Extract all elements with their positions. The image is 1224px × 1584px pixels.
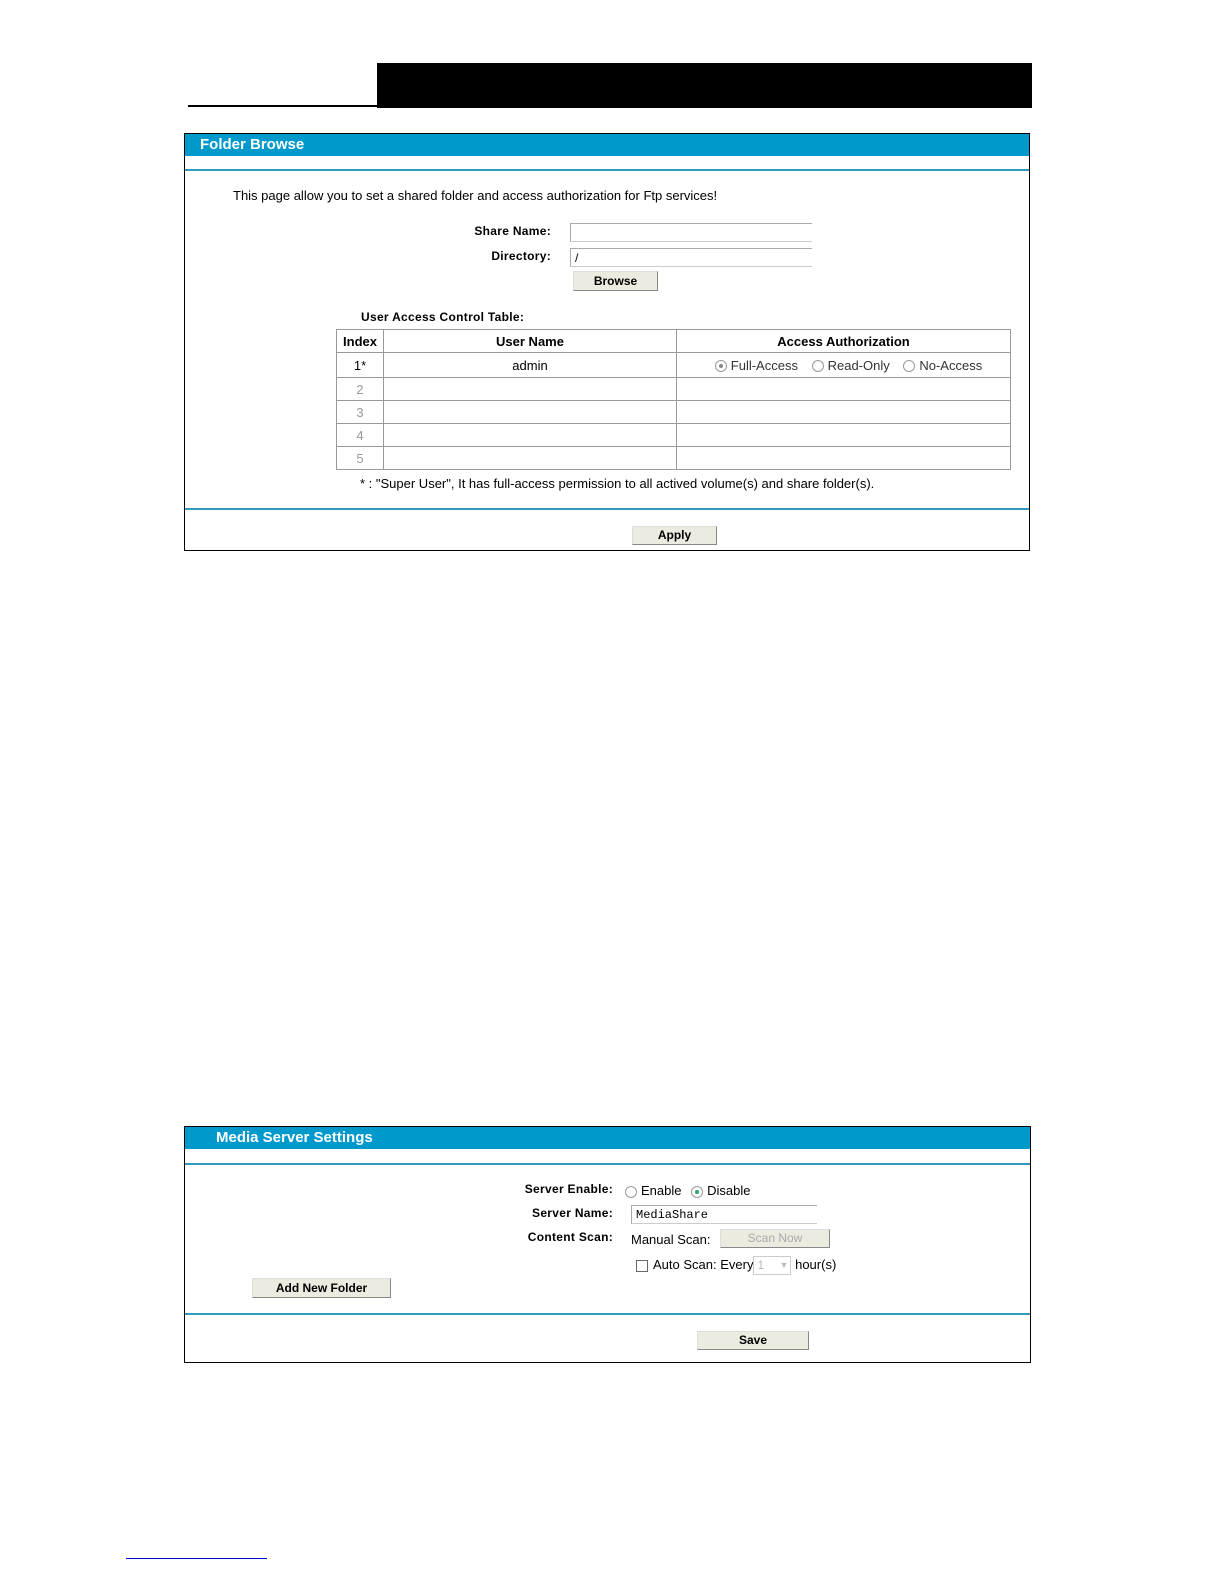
- row-index: 2: [336, 377, 384, 401]
- row-access: [676, 377, 1011, 401]
- server-name-input[interactable]: MediaShare: [631, 1205, 817, 1224]
- enable-radio[interactable]: [625, 1185, 637, 1198]
- table-row: 2: [336, 377, 1011, 401]
- chevron-down-icon: ▼: [779, 1260, 789, 1270]
- divider: [185, 169, 1029, 171]
- table-title: User Access Control Table:: [361, 310, 525, 324]
- row-user: [383, 446, 677, 470]
- scan-now-button[interactable]: Scan Now: [720, 1229, 830, 1248]
- content-scan-label: Content Scan:: [527, 1230, 613, 1244]
- column-header: User Name: [383, 329, 677, 353]
- every-label: Every: [720, 1256, 754, 1272]
- row-user: admin: [383, 352, 677, 378]
- hours-label: hour(s): [795, 1256, 837, 1272]
- panel-title: Media Server Settings: [185, 1127, 1030, 1149]
- full-access-label: Full-Access: [730, 357, 798, 373]
- server-enable-label: Server Enable:: [524, 1182, 613, 1196]
- table-header-row: Index User Name Access Authorization: [336, 329, 1011, 353]
- disable-radio[interactable]: [691, 1185, 704, 1198]
- read-only-radio[interactable]: [811, 360, 824, 373]
- auto-scan-checkbox[interactable]: [636, 1259, 648, 1272]
- server-enable-radio-group: Enable Disable: [625, 1183, 750, 1198]
- header-black-bar: [377, 63, 1032, 108]
- column-header: Index: [336, 329, 384, 353]
- divider: [185, 508, 1029, 510]
- table-row: 1* admin Full-Access Read-Only No-Access: [336, 352, 1011, 378]
- divider: [185, 1313, 1030, 1315]
- panel-title: Folder Browse: [185, 134, 1029, 156]
- interval-value: 1: [757, 1258, 765, 1272]
- header-rule: [188, 105, 378, 107]
- row-user: [383, 400, 677, 424]
- disable-label: Disable: [707, 1183, 751, 1198]
- no-access-label: No-Access: [919, 357, 983, 373]
- row-index: 5: [336, 446, 384, 470]
- row-index: 3: [336, 400, 384, 424]
- panel-title-text: Folder Browse: [200, 136, 305, 153]
- share-name-input[interactable]: [570, 223, 812, 242]
- apply-button[interactable]: Apply: [632, 526, 717, 545]
- row-user: [383, 423, 677, 447]
- user-access-table: Index User Name Access Authorization 1* …: [336, 329, 1011, 470]
- table-row: 4: [336, 423, 1011, 447]
- directory-label: Directory:: [491, 249, 551, 263]
- column-header: Access Authorization: [676, 329, 1011, 353]
- row-access: [676, 423, 1011, 447]
- media-server-panel: Media Server Settings Server Enable: Ena…: [184, 1126, 1031, 1363]
- read-only-label: Read-Only: [827, 357, 890, 373]
- server-name-label: Server Name:: [532, 1206, 613, 1220]
- add-new-folder-button[interactable]: Add New Folder: [252, 1278, 391, 1298]
- enable-label: Enable: [641, 1183, 682, 1198]
- footer-link-underline[interactable]: [126, 1558, 267, 1559]
- auto-scan-row: Auto Scan: Every 1 ▼ hour(s): [636, 1256, 836, 1275]
- interval-select[interactable]: 1 ▼: [753, 1256, 792, 1275]
- folder-browse-panel: Folder Browse This page allow you to set…: [184, 133, 1030, 551]
- manual-scan-label: Manual Scan:: [631, 1232, 711, 1247]
- row-user: [383, 377, 677, 401]
- full-access-radio[interactable]: [714, 360, 727, 373]
- panel-title-text: Media Server Settings: [216, 1129, 373, 1146]
- share-name-label: Share Name:: [474, 224, 551, 238]
- divider: [185, 1163, 1030, 1165]
- auto-scan-label: Auto Scan:: [653, 1256, 717, 1272]
- table-row: 5: [336, 446, 1011, 470]
- row-access: [676, 400, 1011, 424]
- save-button[interactable]: Save: [697, 1331, 809, 1350]
- access-radio-group: Full-Access Read-Only No-Access: [676, 352, 1011, 378]
- browse-button[interactable]: Browse: [573, 271, 658, 291]
- row-index: 4: [336, 423, 384, 447]
- row-index: 1*: [336, 352, 384, 378]
- no-access-radio[interactable]: [903, 360, 916, 373]
- footnote: * : "Super User", It has full-access per…: [360, 476, 875, 491]
- row-access: [676, 446, 1011, 470]
- intro-text: This page allow you to set a shared fold…: [233, 188, 718, 203]
- directory-input[interactable]: /: [570, 248, 812, 267]
- table-row: 3: [336, 400, 1011, 424]
